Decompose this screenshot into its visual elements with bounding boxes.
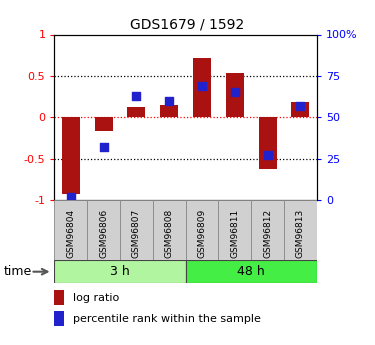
Text: 3 h: 3 h bbox=[110, 265, 130, 278]
Point bbox=[265, 152, 271, 158]
Text: 48 h: 48 h bbox=[237, 265, 265, 278]
Text: GSM96806: GSM96806 bbox=[99, 209, 108, 258]
Text: percentile rank within the sample: percentile rank within the sample bbox=[73, 314, 261, 324]
Point bbox=[68, 194, 74, 199]
Text: GSM96807: GSM96807 bbox=[132, 209, 141, 258]
Bar bbox=[193, 58, 211, 117]
Text: GSM96808: GSM96808 bbox=[165, 209, 174, 258]
Bar bbox=[186, 200, 218, 260]
Bar bbox=[226, 73, 244, 117]
Bar bbox=[94, 117, 112, 131]
Bar bbox=[54, 260, 186, 283]
Point bbox=[166, 98, 172, 104]
Bar bbox=[54, 290, 64, 305]
Point bbox=[134, 93, 140, 99]
Bar bbox=[218, 200, 251, 260]
Bar bbox=[128, 107, 146, 117]
Bar bbox=[284, 200, 317, 260]
Bar bbox=[54, 200, 87, 260]
Bar bbox=[62, 117, 80, 194]
Bar bbox=[160, 105, 178, 117]
Point bbox=[199, 83, 205, 89]
Bar bbox=[186, 260, 317, 283]
Bar bbox=[54, 311, 64, 326]
Text: GSM96804: GSM96804 bbox=[66, 209, 75, 258]
Bar bbox=[87, 200, 120, 260]
Bar bbox=[251, 200, 284, 260]
Bar bbox=[153, 200, 186, 260]
Point bbox=[232, 90, 238, 95]
Text: GSM96811: GSM96811 bbox=[230, 209, 239, 258]
Point bbox=[297, 103, 303, 108]
Bar bbox=[120, 200, 153, 260]
Text: GSM96812: GSM96812 bbox=[263, 209, 272, 258]
Point bbox=[100, 144, 106, 150]
Text: GDS1679 / 1592: GDS1679 / 1592 bbox=[130, 17, 244, 31]
Text: GSM96809: GSM96809 bbox=[198, 209, 207, 258]
Bar bbox=[291, 102, 309, 117]
Text: time: time bbox=[4, 265, 32, 278]
Text: log ratio: log ratio bbox=[73, 293, 119, 303]
Bar bbox=[259, 117, 277, 169]
Text: GSM96813: GSM96813 bbox=[296, 209, 305, 258]
